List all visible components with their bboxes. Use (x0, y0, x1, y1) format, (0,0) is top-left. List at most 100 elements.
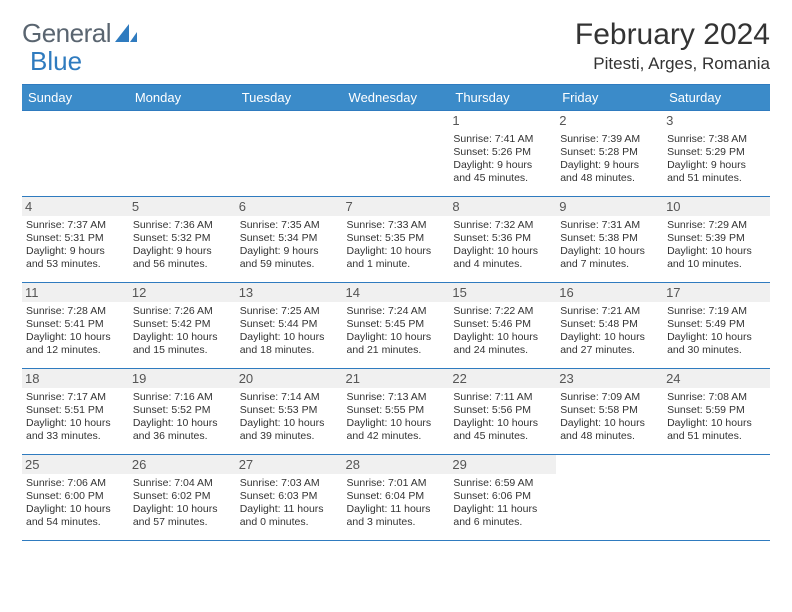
weekday-header: Wednesday (343, 85, 450, 111)
calendar-day-cell: 18Sunrise: 7:17 AMSunset: 5:51 PMDayligh… (22, 369, 129, 455)
day-number: 28 (343, 455, 450, 474)
calendar-day-cell (663, 455, 770, 541)
logo: General (22, 18, 137, 49)
calendar-day-cell: 17Sunrise: 7:19 AMSunset: 5:49 PMDayligh… (663, 283, 770, 369)
day-number: 29 (449, 455, 556, 474)
day-number: 23 (556, 369, 663, 388)
day-info: Sunrise: 7:04 AMSunset: 6:02 PMDaylight:… (133, 477, 232, 530)
logo-text-2: Blue (30, 46, 82, 77)
calendar-day-cell: 28 Sunrise: 7:01 AMSunset: 6:04 PMDayligh… (343, 455, 450, 541)
calendar-day-cell (343, 111, 450, 197)
calendar-day-cell: 23Sunrise: 7:09 AMSunset: 5:58 PMDayligh… (556, 369, 663, 455)
calendar-day-cell: 3Sunrise: 7:38 AMSunset: 5:29 PMDaylight… (663, 111, 770, 197)
day-number: 8 (449, 197, 556, 216)
calendar-day-cell: 21 Sunrise: 7:13 AMSunset: 5:55 PMDayligh… (343, 369, 450, 455)
day-info: Sunrise: 7:17 AMSunset: 5:51 PMDaylight:… (26, 391, 125, 444)
calendar-week-row: 4Sunrise: 7:37 AMSunset: 5:31 PMDaylight… (22, 197, 770, 283)
day-number: 11 (22, 283, 129, 302)
day-info: Sunrise: 7:26 AMSunset: 5:42 PMDaylight:… (133, 305, 232, 358)
day-info: Sunrise: 7:39 AMSunset: 5:28 PMDaylight:… (560, 133, 659, 186)
day-number: 25 (22, 455, 129, 474)
calendar-day-cell: 9 Sunrise: 7:31 AMSunset: 5:38 PMDaylight… (556, 197, 663, 283)
day-info: Sunrise: 7:24 AMSunset: 5:45 PMDaylight:… (347, 305, 446, 358)
calendar-day-cell: 10 Sunrise: 7:29 AMSunset: 5:39 PMDayligh… (663, 197, 770, 283)
location: Pitesti, Arges, Romania (575, 54, 770, 74)
day-number: 26 (129, 455, 236, 474)
calendar-week-row: 1Sunrise: 7:41 AMSunset: 5:26 PMDaylight… (22, 111, 770, 197)
day-info: Sunrise: 7:38 AMSunset: 5:29 PMDaylight:… (667, 133, 766, 186)
calendar-body: 1Sunrise: 7:41 AMSunset: 5:26 PMDaylight… (22, 111, 770, 541)
day-info: Sunrise: 7:11 AMSunset: 5:56 PMDaylight:… (453, 391, 552, 444)
day-number: 5 (129, 197, 236, 216)
day-info: Sunrise: 7:08 AMSunset: 5:59 PMDaylight:… (667, 391, 766, 444)
day-number: 19 (129, 369, 236, 388)
day-number: 22 (449, 369, 556, 388)
calendar-day-cell: 4Sunrise: 7:37 AMSunset: 5:31 PMDaylight… (22, 197, 129, 283)
day-info: Sunrise: 7:25 AMSunset: 5:44 PMDaylight:… (240, 305, 339, 358)
day-number: 14 (343, 283, 450, 302)
calendar-week-row: 11Sunrise: 7:28 AMSunset: 5:41 PMDayligh… (22, 283, 770, 369)
day-info: Sunrise: 6:59 AMSunset: 6:06 PMDaylight:… (453, 477, 552, 530)
day-number: 1 (449, 111, 556, 130)
calendar-table: SundayMondayTuesdayWednesdayThursdayFrid… (22, 84, 770, 541)
calendar-day-cell: 13 Sunrise: 7:25 AMSunset: 5:44 PMDayligh… (236, 283, 343, 369)
weekday-header: Monday (129, 85, 236, 111)
calendar-day-cell: 20 Sunrise: 7:14 AMSunset: 5:53 PMDayligh… (236, 369, 343, 455)
calendar-day-cell: 7 Sunrise: 7:33 AMSunset: 5:35 PMDaylight… (343, 197, 450, 283)
calendar-day-cell: 24 Sunrise: 7:08 AMSunset: 5:59 PMDayligh… (663, 369, 770, 455)
calendar-day-cell: 15Sunrise: 7:22 AMSunset: 5:46 PMDayligh… (449, 283, 556, 369)
day-info: Sunrise: 7:37 AMSunset: 5:31 PMDaylight:… (26, 219, 125, 272)
day-number: 24 (663, 369, 770, 388)
month-title: February 2024 (575, 18, 770, 52)
day-info: Sunrise: 7:31 AMSunset: 5:38 PMDaylight:… (560, 219, 659, 272)
calendar-day-cell: 12 Sunrise: 7:26 AMSunset: 5:42 PMDayligh… (129, 283, 236, 369)
calendar-week-row: 18Sunrise: 7:17 AMSunset: 5:51 PMDayligh… (22, 369, 770, 455)
calendar-day-cell: 14 Sunrise: 7:24 AMSunset: 5:45 PMDayligh… (343, 283, 450, 369)
weekday-header: Tuesday (236, 85, 343, 111)
day-number: 21 (343, 369, 450, 388)
day-number: 27 (236, 455, 343, 474)
calendar-day-cell: 11Sunrise: 7:28 AMSunset: 5:41 PMDayligh… (22, 283, 129, 369)
weekday-header: Friday (556, 85, 663, 111)
header: General February 2024 Pitesti, Arges, Ro… (22, 18, 770, 74)
day-number: 16 (556, 283, 663, 302)
weekday-header: Thursday (449, 85, 556, 111)
day-info: Sunrise: 7:03 AMSunset: 6:03 PMDaylight:… (240, 477, 339, 530)
day-number: 13 (236, 283, 343, 302)
calendar-day-cell: 16 Sunrise: 7:21 AMSunset: 5:48 PMDayligh… (556, 283, 663, 369)
day-info: Sunrise: 7:06 AMSunset: 6:00 PMDaylight:… (26, 477, 125, 530)
day-info: Sunrise: 7:16 AMSunset: 5:52 PMDaylight:… (133, 391, 232, 444)
day-info: Sunrise: 7:01 AMSunset: 6:04 PMDaylight:… (347, 477, 446, 530)
calendar-day-cell: 22 Sunrise: 7:11 AMSunset: 5:56 PMDayligh… (449, 369, 556, 455)
logo-sail-icon (115, 24, 137, 42)
day-info: Sunrise: 7:21 AMSunset: 5:48 PMDaylight:… (560, 305, 659, 358)
weekday-header: Sunday (22, 85, 129, 111)
day-number: 15 (449, 283, 556, 302)
day-info: Sunrise: 7:29 AMSunset: 5:39 PMDaylight:… (667, 219, 766, 272)
calendar-day-cell: 6 Sunrise: 7:35 AMSunset: 5:34 PMDaylight… (236, 197, 343, 283)
day-number: 20 (236, 369, 343, 388)
day-info: Sunrise: 7:33 AMSunset: 5:35 PMDaylight:… (347, 219, 446, 272)
title-block: February 2024 Pitesti, Arges, Romania (575, 18, 770, 74)
calendar-day-cell: 2 Sunrise: 7:39 AMSunset: 5:28 PMDaylight… (556, 111, 663, 197)
day-info: Sunrise: 7:35 AMSunset: 5:34 PMDaylight:… (240, 219, 339, 272)
day-number: 6 (236, 197, 343, 216)
day-info: Sunrise: 7:13 AMSunset: 5:55 PMDaylight:… (347, 391, 446, 444)
day-info: Sunrise: 7:36 AMSunset: 5:32 PMDaylight:… (133, 219, 232, 272)
calendar-day-cell: 1Sunrise: 7:41 AMSunset: 5:26 PMDaylight… (449, 111, 556, 197)
logo-text-1: General (22, 18, 111, 49)
day-info: Sunrise: 7:14 AMSunset: 5:53 PMDaylight:… (240, 391, 339, 444)
day-number: 9 (556, 197, 663, 216)
calendar-day-cell (22, 111, 129, 197)
day-number: 10 (663, 197, 770, 216)
day-number: 7 (343, 197, 450, 216)
calendar-day-cell: 25 Sunrise: 7:06 AMSunset: 6:00 PMDayligh… (22, 455, 129, 541)
calendar-day-cell: 29 Sunrise: 6:59 AMSunset: 6:06 PMDayligh… (449, 455, 556, 541)
calendar-day-cell: 19 Sunrise: 7:16 AMSunset: 5:52 PMDayligh… (129, 369, 236, 455)
calendar-day-cell: 8 Sunrise: 7:32 AMSunset: 5:36 PMDaylight… (449, 197, 556, 283)
day-number: 2 (556, 111, 663, 130)
day-info: Sunrise: 7:32 AMSunset: 5:36 PMDaylight:… (453, 219, 552, 272)
day-info: Sunrise: 7:19 AMSunset: 5:49 PMDaylight:… (667, 305, 766, 358)
calendar-week-row: 25 Sunrise: 7:06 AMSunset: 6:00 PMDayligh… (22, 455, 770, 541)
day-number: 12 (129, 283, 236, 302)
